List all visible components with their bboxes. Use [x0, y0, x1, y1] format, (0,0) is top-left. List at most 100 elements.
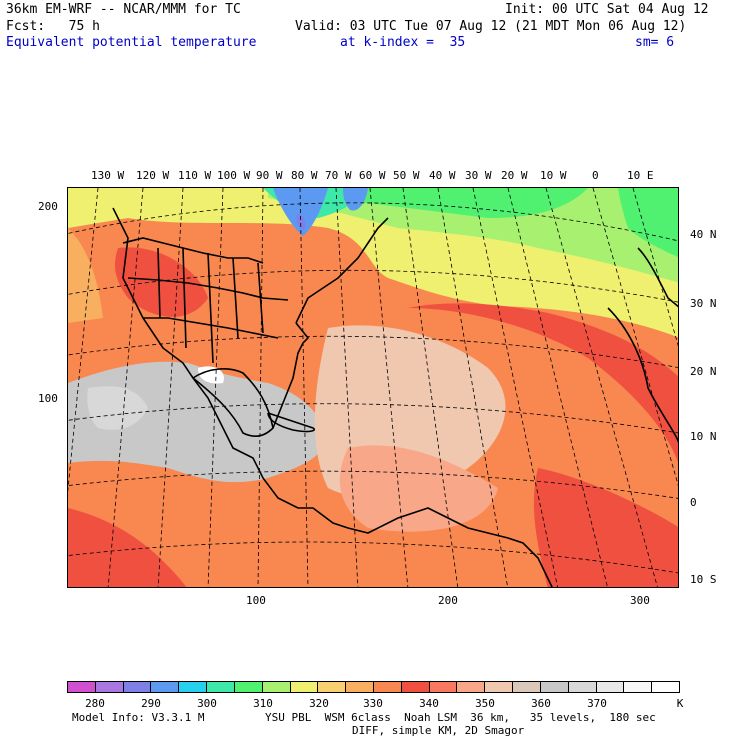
parallel-10n: [68, 403, 678, 434]
colorbar-swatch: [428, 681, 458, 693]
meridian: [402, 188, 459, 587]
colorbar-label: 290: [141, 697, 161, 710]
colorbar-swatch: [623, 681, 653, 693]
forecast-hour: Fcst: 75 h: [6, 19, 100, 34]
meridian: [335, 188, 359, 587]
africa-coast: [607, 307, 678, 443]
grid-y-label: 100: [38, 392, 58, 405]
field-cooler-band: [268, 188, 678, 283]
field-red-sw: [68, 508, 187, 587]
cuba-outline: [267, 412, 315, 433]
meridian: [437, 188, 509, 587]
field-light-grey: [87, 386, 148, 430]
lon-label: 40 W: [429, 169, 456, 182]
colorbar-swatch: [567, 681, 597, 693]
colorbar-swatch: [539, 681, 569, 693]
colorbar-swatch: [400, 681, 430, 693]
colorbar-label: 370: [587, 697, 607, 710]
colorbar-swatch: [289, 681, 319, 693]
lon-label: 10 W: [540, 169, 567, 182]
colorbar-swatch: [456, 681, 486, 693]
field-red-se: [533, 468, 678, 587]
americas-coast: [112, 207, 553, 587]
colorbar-swatch: [233, 681, 263, 693]
lon-label: 0: [592, 169, 599, 182]
lat-label: 10 S: [690, 573, 717, 586]
colorbar-swatch: [150, 681, 180, 693]
us-east-coast: [295, 217, 389, 324]
florida-east-coast: [272, 322, 310, 429]
lat-label: 30 N: [690, 297, 717, 310]
state-line: [143, 317, 279, 339]
lon-label: 20 W: [501, 169, 528, 182]
lon-label: 60 W: [359, 169, 386, 182]
valid-time: Valid: 03 UTC Tue 07 Aug 12 (21 MDT Mon …: [295, 19, 687, 34]
lon-label: 110 W: [178, 169, 212, 182]
colorbar-label: 300: [197, 697, 217, 710]
colorbar-label: 350: [475, 697, 495, 710]
diffusion-info: DIFF, simple KM, 2D Smagor: [352, 724, 525, 737]
meridian: [472, 188, 558, 587]
parallel-30n: [68, 269, 678, 303]
state-line: [127, 277, 289, 301]
field-pink-region: [339, 445, 498, 532]
lon-label: 80 W: [291, 169, 318, 182]
colorbar-swatch: [178, 681, 208, 693]
grid-x-label: 200: [438, 594, 458, 607]
meridian: [207, 188, 224, 587]
colorbar-label: 330: [363, 697, 383, 710]
field-name: Equivalent potential temperature: [6, 35, 257, 50]
field-blue-patch-2: [343, 188, 368, 211]
grid-x-label: 300: [630, 594, 650, 607]
parallel-40n: [68, 202, 678, 242]
colorbar-swatch: [122, 681, 152, 693]
colorbar-swatch: [94, 681, 124, 693]
lon-label: 50 W: [393, 169, 420, 182]
parallel-eq: [68, 470, 678, 499]
lon-label: 70 W: [325, 169, 352, 182]
lat-label: 40 N: [690, 228, 717, 241]
colorbar-label: 360: [531, 697, 551, 710]
model-info: Model Info: V3.3.1 M: [72, 711, 205, 724]
us-canada-border: [122, 237, 264, 264]
colorbar-swatch: [595, 681, 625, 693]
meridian: [157, 188, 184, 587]
colorbar-label: 310: [253, 697, 273, 710]
field-green-east: [618, 188, 678, 258]
colorbar-swatch: [345, 681, 374, 693]
grid-y-label: 200: [38, 200, 58, 213]
colorbar-swatch: [206, 681, 235, 693]
parallel-10s: [68, 541, 678, 574]
colorbar-swatch: [261, 681, 291, 693]
lon-label: 10 E: [627, 169, 654, 182]
grid-x-label: 100: [246, 594, 266, 607]
field-purple-patch: [296, 213, 306, 230]
colorbar-swatch: [67, 681, 96, 693]
lat-label: 10 N: [690, 430, 717, 443]
lon-label: 100 W: [217, 169, 251, 182]
colorbar-swatch: [373, 681, 402, 693]
meridian: [257, 188, 264, 587]
field-west-orange: [68, 228, 103, 323]
iberia-coast: [637, 247, 678, 308]
colorbar-label: 280: [85, 697, 105, 710]
state-lines-vertical: [157, 247, 264, 364]
colorbar-label: 320: [309, 697, 329, 710]
colorbar-swatch: [484, 681, 514, 693]
colorbar-swatch: [651, 681, 680, 693]
colorbar-label: 340: [419, 697, 439, 710]
lon-label: 90 W: [256, 169, 283, 182]
smoothing-info: sm= 6: [635, 35, 675, 50]
colorbar-swatch: [512, 681, 541, 693]
map-canvas: [68, 188, 678, 587]
coastlines: [112, 207, 678, 587]
field-grey-region: [68, 361, 328, 483]
meridian: [545, 188, 658, 587]
meridian: [507, 188, 608, 587]
init-time: Init: 00 UTC Sat 04 Aug 12: [505, 2, 709, 17]
lon-label: 30 W: [465, 169, 492, 182]
lon-label: 130 W: [91, 169, 125, 182]
lon-label: 120 W: [136, 169, 170, 182]
parallel-20n: [68, 335, 678, 368]
field-white-patch: [198, 366, 224, 384]
